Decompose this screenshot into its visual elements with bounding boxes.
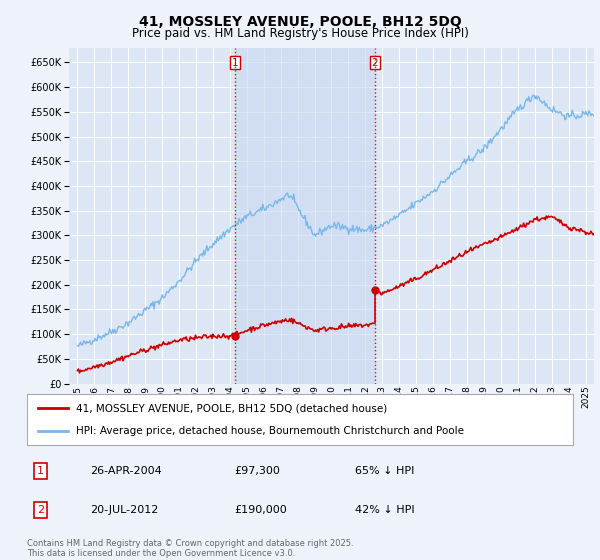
Text: 2: 2 (371, 58, 378, 68)
Text: £97,300: £97,300 (235, 466, 280, 476)
Text: Price paid vs. HM Land Registry's House Price Index (HPI): Price paid vs. HM Land Registry's House … (131, 27, 469, 40)
Text: HPI: Average price, detached house, Bournemouth Christchurch and Poole: HPI: Average price, detached house, Bour… (76, 426, 464, 436)
Text: 41, MOSSLEY AVENUE, POOLE, BH12 5DQ (detached house): 41, MOSSLEY AVENUE, POOLE, BH12 5DQ (det… (76, 403, 388, 413)
Bar (235, 48, 374, 384)
Text: 65% ↓ HPI: 65% ↓ HPI (355, 466, 414, 476)
Text: 2: 2 (37, 505, 44, 515)
Text: This data is licensed under the Open Government Licence v3.0.: This data is licensed under the Open Gov… (27, 549, 295, 558)
Text: 42% ↓ HPI: 42% ↓ HPI (355, 505, 414, 515)
Text: 1: 1 (232, 58, 239, 68)
Text: £190,000: £190,000 (235, 505, 287, 515)
Text: Contains HM Land Registry data © Crown copyright and database right 2025.: Contains HM Land Registry data © Crown c… (27, 539, 353, 548)
Text: 41, MOSSLEY AVENUE, POOLE, BH12 5DQ: 41, MOSSLEY AVENUE, POOLE, BH12 5DQ (139, 15, 461, 29)
Text: 20-JUL-2012: 20-JUL-2012 (90, 505, 158, 515)
Text: 26-APR-2004: 26-APR-2004 (90, 466, 161, 476)
Text: 1: 1 (37, 466, 44, 476)
